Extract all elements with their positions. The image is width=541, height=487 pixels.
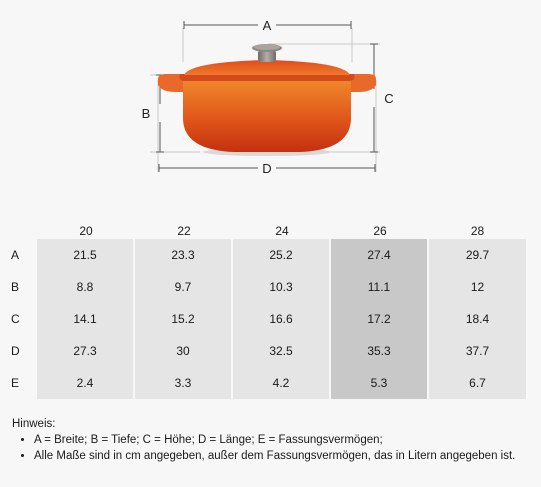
dimension-label-a: A — [263, 18, 272, 33]
table-cell: 8.8 — [37, 271, 135, 303]
row-label: D — [11, 344, 20, 358]
table-cell: 5.3 — [331, 367, 429, 399]
table-row: C 14.1 15.2 16.6 17.2 18.4 — [0, 303, 526, 335]
table-cell: 27.4 — [331, 239, 429, 271]
notes-title: Hinweis: — [12, 418, 56, 430]
table-cell: 6.7 — [429, 367, 526, 399]
dimension-label-c: C — [384, 91, 393, 106]
dimension-c: C — [370, 43, 394, 153]
table-row: B 8.8 9.7 10.3 11.1 12 — [0, 271, 526, 303]
table-cell: 37.7 — [429, 335, 526, 367]
casserole-illustration: A B C D — [142, 18, 394, 176]
dimension-a: A — [183, 18, 352, 33]
notes-section: Hinweis: A = Breite; B = Tiefe; C = Höhe… — [12, 417, 532, 465]
table-cell: 21.5 — [37, 239, 135, 271]
notes-list: A = Breite; B = Tiefe; C = Höhe; D = Län… — [12, 433, 532, 464]
dimensions-table: 20 22 24 26 28 A 21.5 23.3 25.2 27.4 29.… — [0, 218, 526, 399]
table-cell: 27.3 — [37, 335, 135, 367]
dimension-d: D — [158, 161, 376, 176]
table-row: D 27.3 30 32.5 35.3 37.7 — [0, 335, 526, 367]
column-header: 28 — [470, 224, 485, 238]
row-label: A — [11, 248, 20, 262]
table-cell: 2.4 — [37, 367, 135, 399]
table-cell: 17.2 — [331, 303, 429, 335]
table-cell: 11.1 — [331, 271, 429, 303]
column-header: 26 — [373, 224, 387, 238]
table-header-row: 20 22 24 26 28 — [0, 218, 526, 239]
table-cell: 25.2 — [233, 239, 331, 271]
table-cell: 18.4 — [429, 303, 526, 335]
dimension-label-b: B — [142, 106, 151, 121]
dimension-label-d: D — [262, 161, 271, 176]
table-cell: 16.6 — [233, 303, 331, 335]
table-cell: 30 — [135, 335, 233, 367]
column-header: 22 — [177, 224, 191, 238]
table-cell: 32.5 — [233, 335, 331, 367]
row-label: E — [11, 376, 20, 390]
table-cell: 3.3 — [135, 367, 233, 399]
table-corner-cell — [0, 218, 37, 239]
table-cell: 23.3 — [135, 239, 233, 271]
list-item: A = Breite; B = Tiefe; C = Höhe; D = Län… — [34, 433, 532, 448]
list-item: Alle Maße sind in cm angegeben, außer de… — [34, 449, 532, 464]
table-row: A 21.5 23.3 25.2 27.4 29.7 — [0, 239, 526, 271]
column-header: 24 — [275, 224, 289, 238]
table-row: E 2.4 3.3 4.2 5.3 6.7 — [0, 367, 526, 399]
casserole-pot — [158, 44, 376, 156]
table-cell: 4.2 — [233, 367, 331, 399]
row-label: C — [11, 312, 20, 326]
table-cell: 15.2 — [135, 303, 233, 335]
row-label: B — [11, 280, 20, 294]
table-cell: 12 — [429, 271, 526, 303]
table-cell: 29.7 — [429, 239, 526, 271]
column-header: 20 — [79, 224, 93, 238]
table-cell: 10.3 — [233, 271, 331, 303]
table-cell: 35.3 — [331, 335, 429, 367]
table-cell: 9.7 — [135, 271, 233, 303]
table-cell: 14.1 — [37, 303, 135, 335]
